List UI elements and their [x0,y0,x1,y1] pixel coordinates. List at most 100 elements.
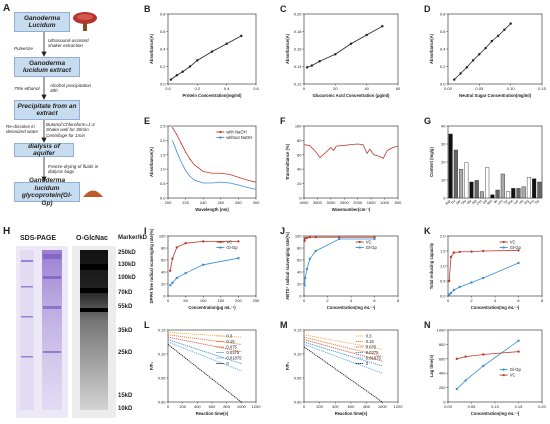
y-tick-label: 0 [443,196,446,201]
plot-frame [167,235,257,297]
x-tick-label: 0.15 [538,86,547,91]
x-tick-label: Val [482,199,488,205]
legend-label: VC [226,240,232,245]
y-axis-label: Lag time(s) [429,354,434,377]
data-point [517,339,520,342]
y-tick-label: 100 [295,234,302,239]
x-tick-label: 600 [348,404,355,409]
x-tick-label: Glu [460,199,467,206]
data-point [458,285,461,289]
bar [453,149,458,199]
y-tick-label: 0.16 [294,47,303,52]
legend-label: without NaOH [226,135,252,140]
x-tick-label: 150 [217,298,224,303]
series-line [453,23,511,80]
x-tick-label: Pro [528,199,535,206]
legend-marker [219,130,222,134]
y-tick-label: 0.10 [158,352,167,357]
y-tick-label: 0.8 [440,12,446,17]
data-point [305,236,309,239]
x-tick-label: Phe [507,199,514,206]
y-tick-label: 0.5 [160,181,166,186]
y-tick-label: 20 [161,282,166,287]
x-axis-label: Reaction time(s) [335,411,368,416]
y-tick-label: 2.5 [160,124,166,129]
y-tick-label: 0 [163,294,166,299]
series-line [303,341,383,367]
x-tick-label: 0.10 [507,86,516,91]
y-tick-label: 0.15 [158,328,167,333]
y-axis-label: Transmittance (%) [285,143,290,180]
note-freeze: Freeze-drying of fluids in dialysis bags [48,164,99,175]
legend-label: 0.075 [226,345,237,350]
y-axis-label: F/F₀ [149,362,154,370]
data-point [482,249,485,253]
panel-letter: D [424,4,431,14]
legend-label: VC [366,240,372,245]
data-point [365,33,368,37]
x-tick-label: 260 [217,200,224,205]
panel-letter: I [144,226,147,236]
data-point [169,269,172,272]
x-tick-label: 0.00 [444,404,453,409]
data-point [449,255,453,259]
y-tick-label: 0.00 [158,400,167,405]
y-tick-label: 60 [297,152,302,157]
mushroom-icon [73,12,97,31]
legend-marker [219,240,222,244]
series-line [306,25,383,68]
x-tick-label: 0 [167,404,170,409]
data-point: + [180,141,183,146]
powder-pile-icon [83,190,103,197]
x-tick-label: 0.00 [444,86,453,91]
x-tick-label: Lys [513,199,520,206]
y-tick-label: 1000 [437,328,447,333]
data-point [305,267,309,271]
marker-label: 15kD [118,393,133,399]
bar [537,181,542,199]
data-point [470,281,473,284]
data-point [303,239,306,242]
x-tick-label: 40 [364,86,369,91]
data-point [184,242,187,245]
x-tick-label: 0.10 [491,404,500,409]
series-line [167,331,242,338]
panel-letter: L [144,320,150,330]
legend-marker [219,136,222,139]
y-tick-label: 30 [441,142,446,147]
legend-label: 0.3 [366,334,372,339]
marker-label: 25kD [118,350,133,356]
data-point [482,364,485,368]
x-tick-label: 0.6 [253,86,259,91]
legend-marker [502,374,505,377]
x-tick-label: Ser [455,198,462,205]
y-tick-label: 0.8 [160,12,166,17]
y-tick-label: 0 [443,400,446,405]
y-tick-label: 0.15 [294,328,303,333]
data-point [175,276,178,280]
legend-label: VC [510,373,516,378]
x-axis-label: Neutral Sugar Concentration(mg/ml) [459,93,532,98]
plot-frame [447,329,543,403]
series-line [167,339,242,365]
x-tick-label: 1000 [380,200,390,205]
x-axis-label: Concentration(mg mL⁻¹) [471,305,520,310]
legend-label: 0.0375 [366,350,379,355]
y-tick-label: 40 [297,270,302,275]
x-tick-label: Thr [450,198,457,205]
y-axis-label: F/F₀ [285,362,290,370]
panel-letter: G [424,116,431,126]
flow-step-precipitate: Precipitate from an extract [14,100,80,120]
x-tick-label: 200 [316,404,323,409]
series-line [303,143,399,159]
data-point [449,291,453,295]
y-tick-label: 80 [297,246,302,251]
y-tick-label: 0.4 [440,47,446,52]
y-axis-label: ABTS⁺ radical scavenging rate(%) [285,231,290,299]
plot-frame [167,125,257,199]
note-ethanol: 75% ethanol [14,86,40,91]
data-point [318,60,321,63]
plot-frame [303,235,399,297]
chart-m-fluorescence-kinetics-2: M 0.00 0.05 0.10 0.15 F/F₀ 0 200 400 600 800 1000 12… [280,320,403,416]
